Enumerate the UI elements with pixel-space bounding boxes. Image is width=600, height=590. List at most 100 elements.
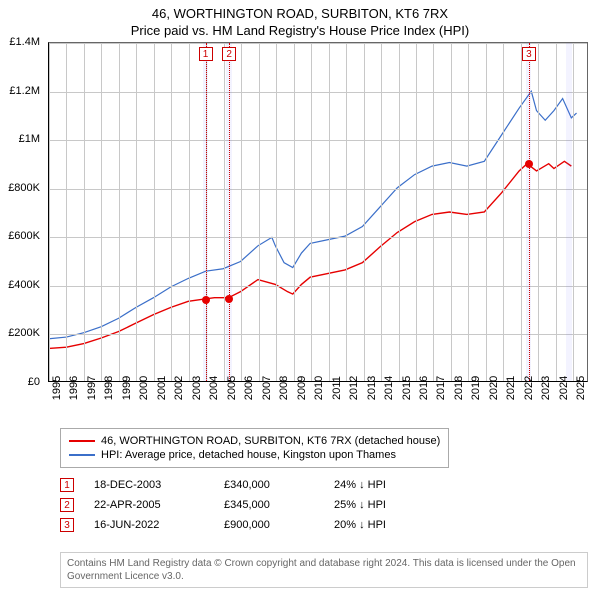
sales-marker-index: 2 — [60, 498, 74, 512]
gridline — [346, 43, 347, 381]
chart-title-block: 46, WORTHINGTON ROAD, SURBITON, KT6 7RX … — [0, 0, 600, 40]
x-tick-label: 1998 — [103, 376, 115, 400]
gridline — [101, 43, 102, 381]
event-marker-label: 1 — [199, 47, 213, 61]
gridline — [503, 43, 504, 381]
x-tick-label: 2016 — [418, 376, 430, 400]
x-tick-label: 2007 — [261, 376, 273, 400]
x-tick-label: 2003 — [191, 376, 203, 400]
gridline — [189, 43, 190, 381]
legend-row: 46, WORTHINGTON ROAD, SURBITON, KT6 7RX … — [69, 435, 440, 447]
event-marker-line — [529, 43, 530, 381]
sales-price: £900,000 — [224, 519, 334, 531]
sales-date: 16-JUN-2022 — [94, 519, 224, 531]
gridline — [486, 43, 487, 381]
gridline — [538, 43, 539, 381]
x-tick-label: 2015 — [401, 376, 413, 400]
gridline — [49, 92, 587, 93]
gridline — [49, 140, 587, 141]
sales-date: 18-DEC-2003 — [94, 479, 224, 491]
gridline — [399, 43, 400, 381]
gridline — [49, 43, 50, 381]
gridline — [259, 43, 260, 381]
x-tick-label: 2012 — [348, 376, 360, 400]
x-tick-label: 2013 — [366, 376, 378, 400]
gridline — [451, 43, 452, 381]
x-tick-label: 2006 — [243, 376, 255, 400]
gridline — [136, 43, 137, 381]
sales-price: £340,000 — [224, 479, 334, 491]
legend-swatch-hpi — [69, 454, 95, 456]
sales-table: 1 18-DEC-2003£340,00024% ↓ HPI 2 22-APR-200… — [60, 472, 444, 538]
sales-row: 2 22-APR-2005£345,00025% ↓ HPI — [60, 498, 444, 512]
y-tick-label: £0 — [28, 376, 40, 388]
x-tick-label: 2025 — [575, 376, 587, 400]
sales-price: £345,000 — [224, 499, 334, 511]
gridline — [416, 43, 417, 381]
x-tick-label: 2001 — [156, 376, 168, 400]
gridline — [294, 43, 295, 381]
sales-marker-index: 1 — [60, 478, 74, 492]
x-tick-label: 2008 — [278, 376, 290, 400]
x-tick-label: 1996 — [68, 376, 80, 400]
event-marker-line — [206, 43, 207, 381]
gridline — [468, 43, 469, 381]
gridline — [521, 43, 522, 381]
y-tick-label: £400K — [8, 279, 40, 291]
event-marker-label: 2 — [222, 47, 236, 61]
series-line-hpi — [49, 91, 577, 338]
gridline — [556, 43, 557, 381]
x-tick-label: 2022 — [523, 376, 535, 400]
event-marker-dot — [525, 160, 533, 168]
y-tick-label: £1.4M — [9, 36, 40, 48]
legend-row: HPI: Average price, detached house, King… — [69, 449, 440, 461]
gridline — [433, 43, 434, 381]
x-axis-labels: 1995199619971998199920002001200220032004… — [48, 386, 588, 426]
sales-row: 316-JUN-2022£900,00020% ↓ HPI — [60, 518, 444, 532]
gridline — [119, 43, 120, 381]
gridline — [49, 334, 587, 335]
sales-hpi-diff: 24% ↓ HPI — [334, 479, 444, 491]
shaded-band — [566, 43, 571, 381]
gridline — [84, 43, 85, 381]
x-tick-label: 2024 — [558, 376, 570, 400]
gridline — [171, 43, 172, 381]
sales-date: 22-APR-2005 — [94, 499, 224, 511]
gridline — [49, 286, 587, 287]
x-tick-label: 2017 — [435, 376, 447, 400]
y-axis-labels: £0£200K£400K£600K£800K£1M£1.2M£1.4M — [0, 42, 44, 382]
gridline — [329, 43, 330, 381]
gridline — [364, 43, 365, 381]
gridline — [573, 43, 574, 381]
y-tick-label: £1M — [19, 133, 40, 145]
chart-title-subtitle: Price paid vs. HM Land Registry's House … — [0, 23, 600, 38]
sales-hpi-diff: 25% ↓ HPI — [334, 499, 444, 511]
chart-legend: 46, WORTHINGTON ROAD, SURBITON, KT6 7RX … — [60, 428, 449, 468]
x-tick-label: 2011 — [331, 376, 343, 400]
x-tick-label: 2005 — [226, 376, 238, 400]
x-tick-label: 2020 — [488, 376, 500, 400]
gridline — [276, 43, 277, 381]
legend-swatch-property — [69, 440, 95, 442]
x-tick-label: 2002 — [173, 376, 185, 400]
event-marker-label: 3 — [522, 47, 536, 61]
gridline — [49, 43, 587, 44]
x-tick-label: 2021 — [505, 376, 517, 400]
gridline — [49, 189, 587, 190]
x-tick-label: 1995 — [51, 376, 63, 400]
x-tick-label: 2004 — [208, 376, 220, 400]
y-tick-label: £1.2M — [9, 85, 40, 97]
event-marker-dot — [225, 295, 233, 303]
x-tick-label: 2009 — [296, 376, 308, 400]
attribution-text: Contains HM Land Registry data © Crown c… — [60, 552, 588, 588]
x-tick-label: 2010 — [313, 376, 325, 400]
y-tick-label: £600K — [8, 230, 40, 242]
chart-plot-area: 12 3 — [48, 42, 588, 382]
gridline — [311, 43, 312, 381]
gridline — [154, 43, 155, 381]
y-tick-label: £200K — [8, 327, 40, 339]
gridline — [241, 43, 242, 381]
event-marker-dot — [202, 296, 210, 304]
sales-marker-index: 3 — [60, 518, 74, 532]
chart-title-address: 46, WORTHINGTON ROAD, SURBITON, KT6 7RX — [0, 6, 600, 21]
